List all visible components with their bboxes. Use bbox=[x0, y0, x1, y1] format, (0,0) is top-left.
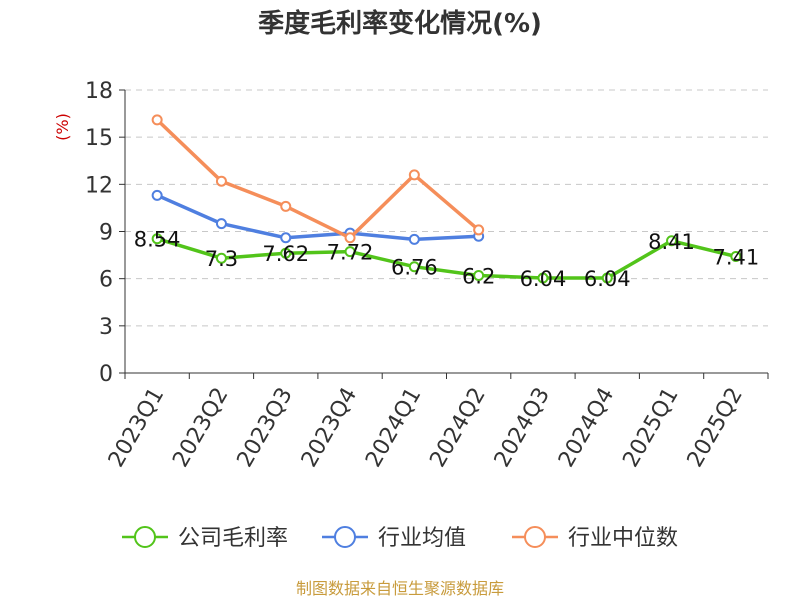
data-point bbox=[151, 114, 163, 126]
data-label: 7.72 bbox=[327, 241, 374, 265]
x-tick-label: 2024Q2 bbox=[425, 384, 490, 472]
legend-swatch-marker bbox=[134, 526, 156, 548]
legend-swatch-marker bbox=[524, 526, 546, 548]
y-tick-label: 3 bbox=[99, 315, 113, 340]
data-label: 8.41 bbox=[648, 230, 695, 254]
data-point bbox=[408, 169, 420, 181]
data-point bbox=[151, 189, 163, 201]
source-note: 制图数据来自恒生聚源数据库 bbox=[296, 579, 504, 598]
data-point bbox=[473, 224, 485, 236]
data-point bbox=[408, 233, 420, 245]
y-tick-label: 18 bbox=[85, 79, 113, 104]
y-tick-label: 6 bbox=[99, 268, 113, 293]
legend: 公司毛利率 行业均值 行业中位数 bbox=[122, 526, 678, 551]
data-point bbox=[215, 252, 227, 264]
x-tick-label: 2024Q3 bbox=[490, 384, 555, 472]
x-tick-label: 2025Q2 bbox=[683, 384, 748, 472]
series-line bbox=[156, 237, 737, 280]
y-tick-label: 0 bbox=[99, 362, 113, 387]
data-label: 6.04 bbox=[520, 267, 567, 291]
x-tick-label: 2024Q4 bbox=[554, 384, 619, 472]
data-point bbox=[730, 250, 742, 262]
data-point bbox=[280, 247, 292, 259]
data-label: 6.76 bbox=[391, 256, 438, 280]
series-line bbox=[155, 118, 480, 240]
data-point bbox=[344, 246, 356, 258]
chart-title: 季度毛利率变化情况(%) bbox=[258, 8, 542, 39]
data-point bbox=[215, 218, 227, 230]
x-tick-label: 2023Q2 bbox=[168, 384, 233, 472]
data-label: 8.54 bbox=[134, 228, 181, 252]
x-tick-labels: 2023Q12023Q22023Q32023Q42024Q12024Q22024… bbox=[104, 384, 748, 472]
data-label: 7.62 bbox=[262, 242, 309, 266]
series-line bbox=[156, 193, 479, 242]
x-tick-label: 2023Q3 bbox=[233, 384, 298, 472]
x-tick-label: 2025Q1 bbox=[618, 384, 683, 472]
legend-label: 公司毛利率 bbox=[178, 526, 288, 551]
data-label: 7.41 bbox=[712, 245, 759, 269]
y-axis-unit: (%) bbox=[53, 113, 72, 141]
data-label: 6.2 bbox=[462, 265, 495, 289]
y-tick-label: 9 bbox=[99, 221, 113, 246]
data-point bbox=[344, 232, 356, 244]
data-point bbox=[280, 232, 292, 244]
data-point bbox=[151, 233, 163, 245]
data-point bbox=[601, 272, 613, 284]
x-tick-label: 2024Q1 bbox=[361, 384, 426, 472]
data-point bbox=[215, 175, 227, 187]
data-point bbox=[537, 272, 549, 284]
legend-label: 行业中位数 bbox=[568, 526, 678, 551]
data-point bbox=[666, 235, 678, 247]
data-label: 6.04 bbox=[584, 267, 631, 291]
y-tick-label: 15 bbox=[85, 126, 113, 151]
y-tick-label: 12 bbox=[85, 173, 113, 198]
data-label: 7.3 bbox=[205, 247, 238, 271]
y-tick-labels: 0 3 6 9 12 15 18 bbox=[85, 79, 113, 387]
series-lines bbox=[151, 114, 742, 284]
legend-label: 行业均值 bbox=[378, 526, 466, 551]
x-tick-label: 2023Q1 bbox=[104, 384, 169, 472]
data-point bbox=[473, 270, 485, 282]
axes bbox=[119, 89, 769, 379]
data-labels: 8.54 7.3 7.62 7.72 6.76 6.2 6.04 6.04 8.41 7.41 bbox=[134, 228, 759, 291]
legend-swatch-marker bbox=[334, 526, 356, 548]
data-point bbox=[280, 200, 292, 212]
grid-lines bbox=[125, 89, 768, 327]
x-tick-label: 2023Q4 bbox=[297, 384, 362, 472]
data-point bbox=[408, 261, 420, 273]
